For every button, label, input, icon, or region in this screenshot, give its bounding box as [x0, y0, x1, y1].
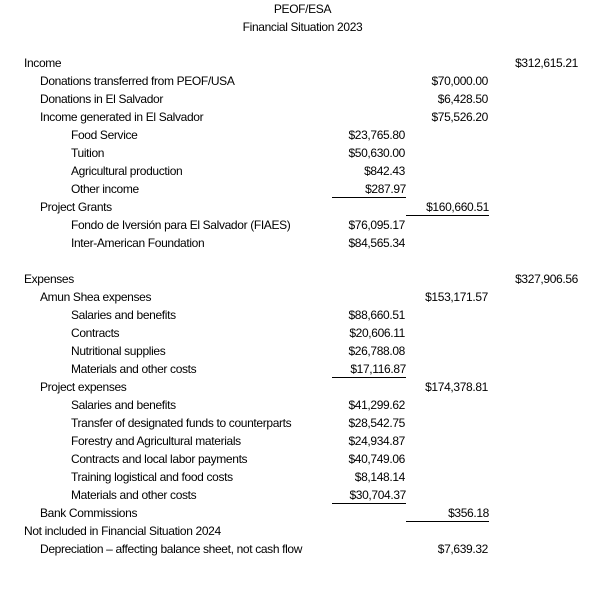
statement-row: Tuition $50,630.00 [0, 144, 605, 162]
statement-row: Donations in El Salvador $6,428.50 [0, 90, 605, 108]
subtotal-amount: $70,000.00 [431, 74, 488, 88]
statement-row: Nutritional supplies $26,788.08 [0, 342, 605, 360]
row-label: Expenses [24, 272, 74, 286]
detail-amount: $23,765.80 [348, 128, 405, 142]
statement-title: Financial Situation 2023 [242, 20, 363, 34]
subtotal-amount: $356.18 [406, 504, 489, 522]
row-label: Fondo de Iversión para El Salvador (FIAE… [71, 218, 291, 232]
row-label: Bank Commissions [40, 506, 138, 520]
subtotal-amount: $7,639.32 [437, 542, 489, 556]
row-label: Donations in El Salvador [40, 92, 164, 106]
row-label: Agricultural production [71, 164, 183, 178]
subtotal-amount: $75,526.20 [431, 110, 488, 124]
detail-amount: $842.43 [364, 164, 405, 178]
detail-amount: $76,095.17 [348, 218, 405, 232]
detail-amount: $40,749.06 [348, 452, 405, 466]
statement-row: Income $312,615.21 [0, 54, 605, 72]
row-label: Income generated in El Salvador [40, 110, 204, 124]
detail-amount: $17,116.87 [332, 360, 406, 378]
detail-amount: $8,148.14 [354, 470, 406, 484]
row-label: Contracts and local labor payments [71, 452, 248, 466]
detail-amount: $41,299.62 [348, 398, 405, 412]
row-label: Income [24, 56, 62, 70]
detail-amount: $84,565.34 [348, 236, 405, 250]
row-label: Training logistical and food costs [71, 470, 233, 484]
row-label: Depreciation – affecting balance sheet, … [40, 542, 303, 556]
org-name: PEOF/ESA [273, 2, 332, 16]
row-label: Not included in Financial Situation 2024 [24, 524, 221, 538]
row-label: Transfer of designated funds to counterp… [71, 416, 292, 430]
statement-row: Contracts $20,606.11 [0, 324, 605, 342]
statement-row: Food Service $23,765.80 [0, 126, 605, 144]
row-label: Contracts [71, 326, 120, 340]
detail-amount: $20,606.11 [349, 326, 405, 340]
row-label: Salaries and benefits [71, 398, 176, 412]
statement-row: Donations transferred from PEOF/USA $70,0… [0, 72, 605, 90]
total-amount: $312,615.21 [515, 56, 578, 70]
row-label: Inter-American Foundation [71, 236, 205, 250]
statement-row: Project expenses $174,378.81 [0, 378, 605, 396]
statement-row: Depreciation – affecting balance sheet, … [0, 540, 605, 558]
statement-row: Materials and other costs $30,704.37 [0, 486, 605, 504]
statement-row: Contracts and local labor payments $40,74… [0, 450, 605, 468]
statement-row: Bank Commissions $356.18 [0, 504, 605, 522]
row-label: Materials and other costs [71, 488, 197, 502]
detail-amount: $26,788.08 [348, 344, 405, 358]
row-label: Tuition [71, 146, 105, 160]
statement-row: Salaries and benefits $88,660.51 [0, 306, 605, 324]
statement-row: Amun Shea expenses $153,171.57 [0, 288, 605, 306]
detail-amount: $24,934.87 [348, 434, 405, 448]
row-label: Donations transferred from PEOF/USA [40, 74, 235, 88]
statement-row: Project Grants $160,660.51 [0, 198, 605, 216]
row-label: Materials and other costs [71, 362, 197, 376]
subtotal-amount: $174,378.81 [425, 380, 488, 394]
row-label: Project expenses [40, 380, 127, 394]
statement-row: Materials and other costs $17,116.87 [0, 360, 605, 378]
row-label: Forestry and Agricultural materials [71, 434, 241, 448]
detail-amount: $50,630.00 [348, 146, 405, 160]
subtotal-amount: $6,428.50 [437, 92, 489, 106]
row-label: Food Service [71, 128, 138, 142]
row-label: Salaries and benefits [71, 308, 176, 322]
statement-row: Not included in Financial Situation 2024 [0, 522, 605, 540]
subtotal-amount: $160,660.51 [406, 198, 489, 216]
detail-amount: $30,704.37 [332, 486, 406, 504]
statement-row: Expenses $327,906.56 [0, 270, 605, 288]
row-label: Nutritional supplies [71, 344, 166, 358]
statement-row: Other income $287.97 [0, 180, 605, 198]
statement-row: Inter-American Foundation $84,565.34 [0, 234, 605, 252]
detail-amount: $287.97 [332, 180, 406, 198]
row-label: Amun Shea expenses [40, 290, 152, 304]
statement-row: Agricultural production $842.43 [0, 162, 605, 180]
statement-row: Income generated in El Salvador $75,526.2… [0, 108, 605, 126]
row-label: Other income [71, 182, 139, 196]
statement-row: Fondo de Iversión para El Salvador (FIAE… [0, 216, 605, 234]
subtotal-amount: $153,171.57 [425, 290, 488, 304]
detail-amount: $88,660.51 [348, 308, 405, 322]
row-label: Project Grants [40, 200, 112, 214]
statement-row: Training logistical and food costs $8,148… [0, 468, 605, 486]
statement-row: Transfer of designated funds to counterp… [0, 414, 605, 432]
statement-row: Forestry and Agricultural materials $24,9… [0, 432, 605, 450]
total-amount: $327,906.56 [515, 272, 578, 286]
detail-amount: $28,542.75 [348, 416, 405, 430]
statement-row: Salaries and benefits $41,299.62 [0, 396, 605, 414]
